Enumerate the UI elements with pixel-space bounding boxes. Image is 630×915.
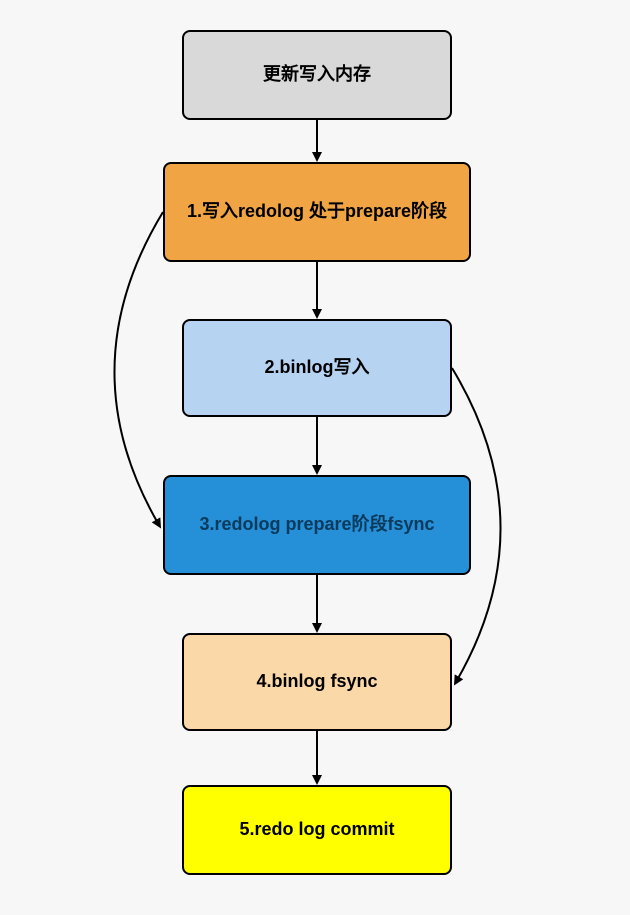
flowchart-node-n1: 1.写入redolog 处于prepare阶段 (163, 162, 471, 262)
edge-n1-n3 (114, 212, 163, 525)
edges-layer (0, 0, 630, 915)
flowchart-node-n5: 5.redo log commit (182, 785, 452, 875)
flowchart-node-n3: 3.redolog prepare阶段fsync (163, 475, 471, 575)
flowchart-node-n2: 2.binlog写入 (182, 319, 452, 417)
flowchart-node-n0: 更新写入内存 (182, 30, 452, 120)
flowchart-node-n4: 4.binlog fsync (182, 633, 452, 731)
